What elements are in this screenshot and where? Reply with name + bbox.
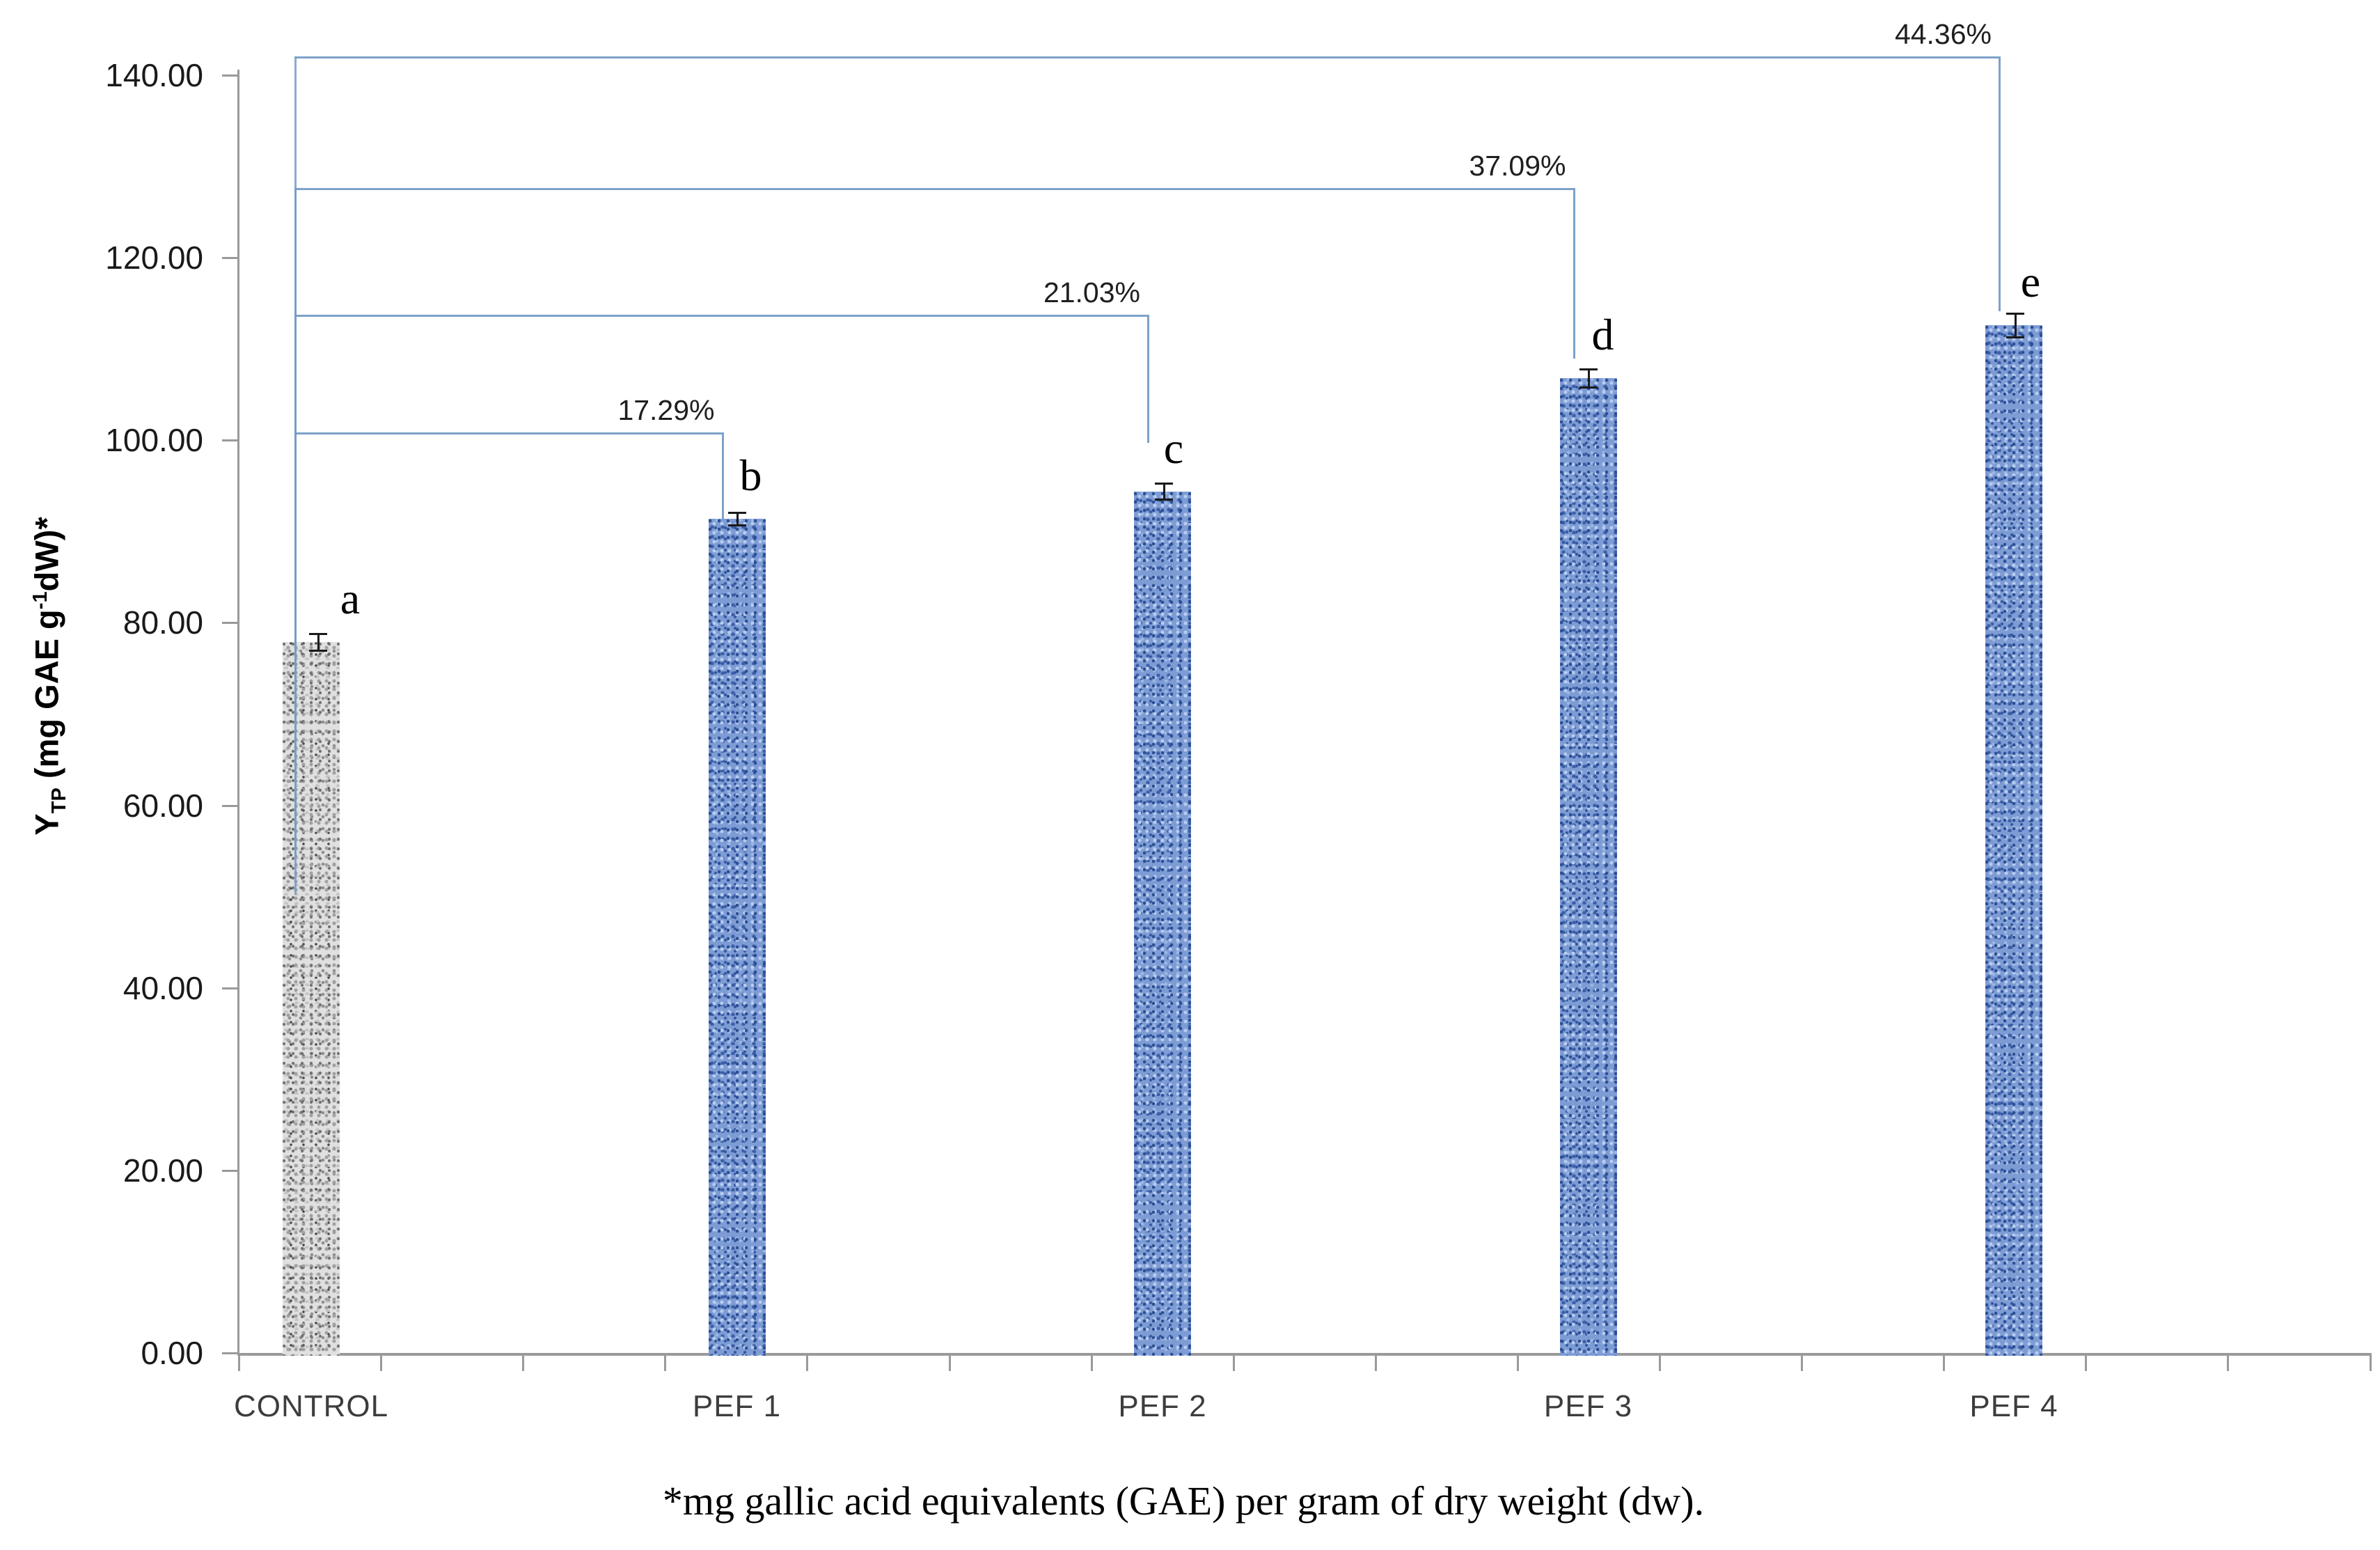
x-tick-mark (806, 1353, 809, 1371)
percent-increase-label: 44.36% (1894, 17, 1992, 50)
bracket-horizontal (294, 56, 2001, 58)
error-bar-cap (309, 649, 327, 652)
y-tick-mark (222, 1352, 239, 1354)
x-tick-mark (2227, 1353, 2230, 1371)
y-tick-label: 60.00 (123, 787, 203, 824)
category-label-control: CONTROL (233, 1389, 389, 1423)
error-bar (2015, 313, 2017, 338)
y-tick-label: 140.00 (105, 57, 203, 94)
x-axis-line (237, 1353, 2372, 1356)
percent-increase-label: 37.09% (1469, 149, 1566, 182)
error-bar (1163, 483, 1165, 500)
y-tick-mark (222, 439, 239, 442)
bracket-horizontal (294, 187, 1575, 190)
error-bar (317, 634, 320, 650)
category-label-pef-3: PEF 3 (1543, 1389, 1633, 1423)
significance-letter-a: a (340, 573, 361, 623)
significance-letter-b: b (739, 451, 762, 501)
y-axis-line (237, 70, 239, 1355)
x-tick-mark (664, 1353, 667, 1371)
footnote: *mg gallic acid equivalents (GAE) per gr… (662, 1478, 1705, 1524)
bracket-right-vertical (1573, 187, 1575, 359)
y-tick-label: 100.00 (105, 422, 203, 459)
y-tick-label: 0.00 (141, 1335, 203, 1371)
x-tick-mark (1659, 1353, 1661, 1371)
bracket-horizontal (294, 432, 724, 435)
bar-pef-1 (708, 519, 766, 1356)
x-tick-mark (1232, 1353, 1235, 1371)
bar-control (283, 641, 340, 1356)
error-bar (736, 512, 739, 526)
x-tick-mark (380, 1353, 383, 1371)
bar-pef-3 (1559, 378, 1617, 1356)
bracket-horizontal (294, 314, 1149, 317)
error-bar-cap (727, 511, 746, 514)
x-tick-mark (1801, 1353, 1804, 1371)
significance-letter-c: c (1163, 423, 1184, 473)
significance-letter-d: d (1591, 310, 1614, 360)
x-tick-mark (1374, 1353, 1377, 1371)
y-tick-mark (222, 987, 239, 989)
x-tick-mark (1516, 1353, 1519, 1371)
category-label-pef-4: PEF 4 (1969, 1389, 2058, 1423)
x-tick-mark (238, 1353, 240, 1371)
x-tick-mark (1090, 1353, 1093, 1371)
bracket-right-vertical (721, 432, 724, 519)
y-tick-mark (222, 75, 239, 77)
percent-increase-label: 21.03% (1043, 276, 1140, 308)
x-tick-mark (2085, 1353, 2088, 1371)
x-tick-mark (2369, 1353, 2372, 1371)
error-bar-cap (309, 633, 327, 636)
error-bar-cap (2006, 336, 2024, 339)
y-tick-mark (222, 257, 239, 260)
x-tick-mark (948, 1353, 951, 1371)
x-tick-mark (1943, 1353, 1946, 1371)
x-tick-mark (522, 1353, 525, 1371)
bracket-right-vertical (1999, 56, 2001, 312)
y-tick-label: 20.00 (123, 1152, 203, 1189)
bracket-right-vertical (1147, 314, 1149, 443)
error-bar-cap (2006, 313, 2024, 315)
error-bar-cap (1155, 482, 1173, 485)
y-axis-title: YTP (mg GAE g-1dW)* (28, 517, 71, 836)
y-tick-label: 80.00 (123, 604, 203, 641)
error-bar-cap (1579, 386, 1598, 389)
y-tick-mark (222, 804, 239, 807)
error-bar-cap (727, 524, 746, 527)
y-tick-mark (222, 1169, 239, 1172)
significance-letter-e: e (2020, 257, 2041, 307)
error-bar-cap (1579, 368, 1598, 371)
error-bar-cap (1155, 499, 1173, 501)
category-label-pef-1: PEF 1 (692, 1389, 782, 1423)
category-label-pef-2: PEF 2 (1118, 1389, 1207, 1423)
bracket-left-vertical (294, 56, 297, 780)
error-bar (1587, 369, 1590, 388)
y-tick-label: 120.00 (105, 240, 203, 276)
y-tick-mark (222, 622, 239, 625)
y-tick-label: 40.00 (123, 969, 203, 1006)
bar-pef-2 (1134, 491, 1191, 1356)
bar-pef-4 (1985, 325, 2042, 1356)
percent-increase-label: 17.29% (617, 393, 715, 426)
